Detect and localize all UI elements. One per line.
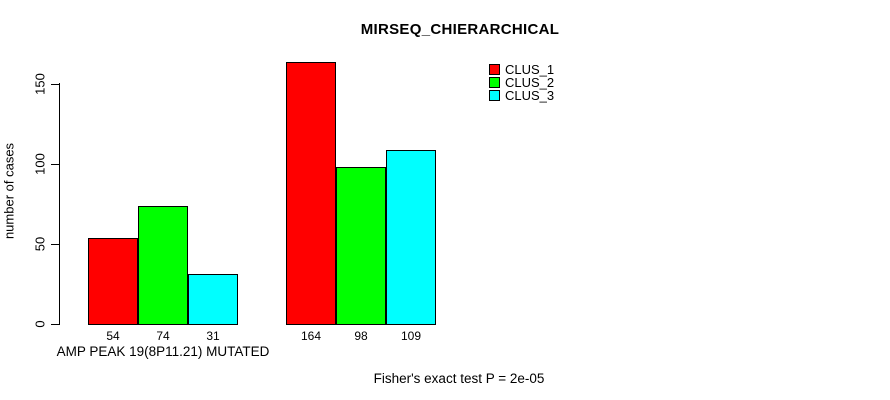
y-axis-line xyxy=(59,83,60,325)
bar-value-label: 54 xyxy=(106,329,120,343)
footnote-text: Fisher's exact test P = 2e-05 xyxy=(373,371,545,386)
legend-color-swatch xyxy=(489,77,500,88)
legend: CLUS_1 CLUS_2 CLUS_3 xyxy=(489,62,555,103)
bar-value-label: 98 xyxy=(354,329,368,343)
y-axis-tick xyxy=(51,84,60,85)
bar-clus_2-group2 xyxy=(336,167,386,325)
y-axis-label-text: number of cases xyxy=(1,142,17,240)
legend-entry-label: CLUS_3 xyxy=(505,88,555,103)
legend-color-swatch xyxy=(489,64,500,75)
bar-clus_1-group2 xyxy=(286,61,336,325)
legend-entry-clus_1: CLUS_1 xyxy=(489,62,555,77)
legend-color-swatch xyxy=(489,90,500,101)
bar-clus_2-group1 xyxy=(138,205,188,325)
legend-entry-label: CLUS_2 xyxy=(505,75,555,90)
bar-clus_3-group1 xyxy=(188,274,238,325)
legend-entry-clus_2: CLUS_2 xyxy=(489,75,555,90)
bar-clus_1-group1 xyxy=(88,237,138,325)
y-axis-tick xyxy=(51,164,60,165)
y-axis-tick-label-text: 100 xyxy=(32,153,48,175)
x-axis-group-label: AMP PEAK 19(8P11.21) MUTATED xyxy=(56,344,270,359)
y-axis-tick-label-text: 50 xyxy=(32,236,48,252)
y-axis-tick-label-text: 150 xyxy=(32,73,48,95)
bar-value-label: 31 xyxy=(206,329,220,343)
y-axis-tick-label-text: 0 xyxy=(32,320,48,328)
bar-value-label: 74 xyxy=(156,329,170,343)
legend-entry-clus_3: CLUS_3 xyxy=(489,88,555,103)
bar-value-label: 109 xyxy=(400,329,422,343)
bar-value-label: 164 xyxy=(300,329,322,343)
y-axis-tick xyxy=(51,244,60,245)
y-axis-tick xyxy=(51,324,60,325)
bar-clus_3-group2 xyxy=(386,149,436,325)
legend-entry-label: CLUS_1 xyxy=(505,62,555,77)
chart-title: MIRSEQ_CHIERARCHICAL xyxy=(360,21,560,38)
